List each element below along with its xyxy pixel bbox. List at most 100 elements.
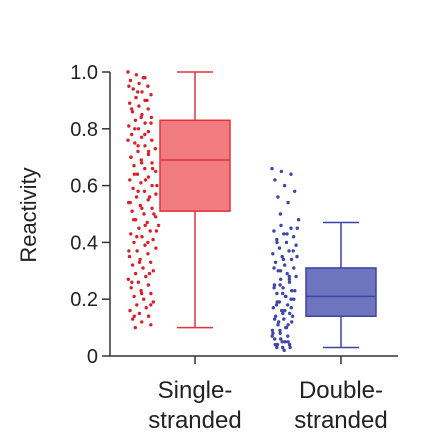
data-point (282, 232, 286, 236)
data-point (126, 70, 130, 74)
data-point (142, 212, 146, 216)
data-point (143, 166, 147, 171)
data-point (137, 226, 141, 230)
data-point (285, 232, 289, 236)
data-point (285, 271, 289, 276)
data-point (276, 195, 280, 199)
data-point (278, 328, 282, 333)
data-point (149, 303, 153, 307)
box-iqr (159, 119, 231, 212)
data-point (126, 277, 130, 281)
data-point (130, 280, 134, 284)
data-point (146, 84, 150, 88)
data-point (273, 337, 277, 341)
data-point (145, 98, 149, 103)
data-point (149, 260, 153, 264)
data-point (138, 203, 142, 208)
data-point (278, 331, 282, 335)
data-point (279, 277, 283, 281)
data-point (284, 294, 288, 299)
data-point (278, 212, 283, 216)
category-label-line1: Double- (299, 377, 383, 404)
data-point (130, 263, 135, 267)
data-point (152, 212, 156, 216)
data-point (272, 266, 276, 270)
data-point (135, 235, 139, 239)
data-point (274, 314, 278, 318)
data-point (134, 73, 139, 77)
data-point (295, 226, 299, 230)
data-point (140, 90, 144, 94)
data-point (291, 249, 295, 253)
data-point (132, 294, 136, 299)
data-point (129, 286, 133, 290)
data-point (154, 246, 158, 250)
data-point (131, 317, 135, 321)
data-point (149, 115, 154, 120)
data-point (149, 291, 153, 296)
data-point (145, 220, 149, 225)
data-point (146, 314, 151, 318)
data-point (136, 144, 140, 148)
data-point (133, 118, 138, 123)
data-point (137, 104, 141, 108)
data-point (150, 183, 154, 188)
data-point (270, 166, 274, 171)
data-point (292, 297, 296, 301)
y-tick-label: 0.2 (70, 289, 98, 311)
data-point (133, 325, 137, 330)
data-point (139, 115, 143, 120)
data-point (146, 198, 150, 202)
data-point (283, 263, 287, 267)
category-label-line2: stranded (148, 407, 241, 434)
data-point (292, 266, 296, 270)
data-point (154, 192, 158, 196)
data-point (280, 254, 284, 259)
data-point (133, 271, 138, 276)
data-point (271, 331, 275, 335)
data-point (285, 303, 290, 307)
data-point (287, 274, 291, 279)
data-point (275, 237, 279, 242)
data-point (289, 306, 293, 310)
data-point (138, 257, 142, 262)
data-point (273, 260, 278, 264)
data-point (288, 345, 292, 350)
data-point (144, 274, 148, 279)
data-point (136, 149, 140, 154)
data-point (149, 93, 153, 97)
data-point (272, 317, 277, 321)
box-iqr (305, 267, 377, 317)
data-point (130, 107, 134, 111)
data-point (272, 229, 276, 233)
data-point (143, 144, 147, 148)
data-point (287, 280, 292, 284)
data-point (139, 158, 143, 162)
data-point (279, 337, 283, 341)
data-point (137, 311, 142, 316)
category-label-line2: stranded (294, 407, 387, 434)
data-point (289, 257, 294, 262)
data-point (146, 283, 151, 287)
data-point (141, 266, 145, 270)
data-point (130, 110, 135, 114)
data-point (282, 183, 287, 188)
data-point (126, 138, 130, 142)
data-point (279, 308, 284, 313)
y-axis-title: Reactivity (16, 167, 41, 262)
data-point (146, 152, 151, 157)
data-point (270, 328, 275, 333)
data-point (280, 340, 284, 344)
data-point (273, 178, 277, 182)
data-point (147, 195, 152, 199)
data-point (131, 87, 135, 91)
data-point (135, 249, 139, 253)
y-tick-label: 0.8 (70, 119, 98, 141)
data-point (294, 274, 298, 279)
data-point (127, 254, 132, 259)
data-point (127, 84, 131, 88)
data-point (132, 164, 136, 168)
data-point (146, 149, 151, 154)
data-point (270, 334, 274, 338)
data-point (287, 277, 292, 281)
